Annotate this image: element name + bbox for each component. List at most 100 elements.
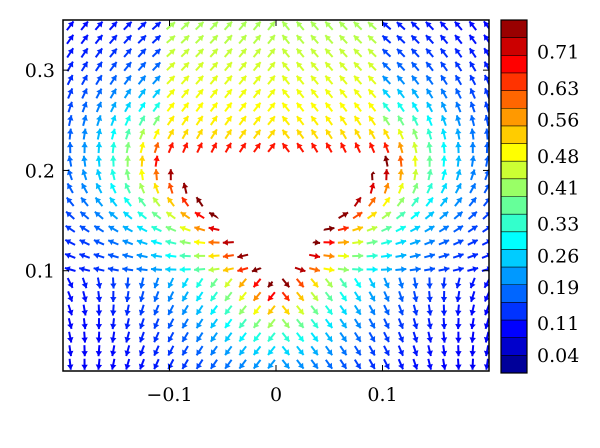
arrow-605 xyxy=(440,290,448,303)
arrow-589 xyxy=(426,155,433,167)
arrow-363 xyxy=(281,61,291,72)
arrow-139 xyxy=(136,239,148,246)
arrow-155 xyxy=(137,21,147,31)
arrow-549 xyxy=(412,345,419,357)
arrow-288 xyxy=(224,115,233,126)
arrow-612 xyxy=(439,196,449,207)
arrow-116 xyxy=(123,196,132,207)
arrow-272 xyxy=(209,61,219,72)
arrow-153 xyxy=(137,48,147,58)
arrow-240 xyxy=(193,239,206,246)
arrow-410 xyxy=(324,291,334,302)
arrow-167 xyxy=(151,211,162,220)
arrow-570 xyxy=(410,61,420,72)
arrow-481 xyxy=(366,225,378,232)
arrow-320 xyxy=(252,291,262,302)
arrow-190 xyxy=(165,252,177,259)
arrow-296 xyxy=(238,359,247,370)
arrow-194 xyxy=(166,196,175,207)
arrow-376 xyxy=(296,129,305,140)
colorbar-band xyxy=(501,302,527,321)
arrow-598 xyxy=(425,34,435,45)
arrow-463 xyxy=(353,115,362,126)
arrow-166 xyxy=(151,225,162,233)
arrow-359 xyxy=(281,115,291,126)
arrow-697 xyxy=(483,101,489,113)
arrow-58 xyxy=(95,277,103,289)
arrow-156 xyxy=(153,358,160,370)
arrow-445 xyxy=(338,48,348,58)
arrow-521 xyxy=(381,21,392,31)
arrow-195 xyxy=(167,182,174,194)
arrow-128 xyxy=(123,34,133,44)
arrow-346 xyxy=(267,61,276,72)
arrow-619 xyxy=(440,101,448,113)
arrow-57 xyxy=(95,290,103,303)
arrow-365 xyxy=(281,34,291,45)
arrow-383 xyxy=(295,34,305,45)
arrow-283 xyxy=(222,266,234,273)
arrow-295 xyxy=(223,21,233,31)
arrow-371 xyxy=(296,305,305,316)
arrow-678 xyxy=(483,358,489,370)
arrow-677 xyxy=(468,20,477,31)
arrow-173 xyxy=(153,128,160,140)
arrow-253 xyxy=(194,21,205,31)
arrow-435 xyxy=(337,239,349,246)
arrow-446 xyxy=(338,34,348,44)
arrow-660 xyxy=(467,252,479,259)
arrow-73 xyxy=(95,74,103,86)
arrow-259 xyxy=(209,291,219,302)
arrow-641 xyxy=(455,155,462,167)
arrow-429 xyxy=(339,318,348,329)
arrow-441 xyxy=(339,101,348,113)
colorbar-band xyxy=(501,355,527,374)
arrow-444 xyxy=(338,61,348,72)
arrow-302 xyxy=(238,278,247,288)
arrow-368 xyxy=(296,345,305,356)
arrow-479 xyxy=(366,252,378,260)
arrow-226 xyxy=(180,75,190,85)
arrow-370 xyxy=(296,318,305,329)
arrow-154 xyxy=(137,34,147,44)
arrow-568 xyxy=(411,88,420,99)
arrow-101 xyxy=(109,47,118,58)
arrow-476 xyxy=(368,291,376,302)
arrow-498 xyxy=(383,331,390,343)
arrow-49 xyxy=(80,47,89,58)
arrow-1 xyxy=(67,345,74,357)
arrow-578 xyxy=(426,304,433,316)
arrow-511 xyxy=(383,155,390,167)
arrow-632 xyxy=(455,277,462,289)
arrow-462 xyxy=(354,128,362,140)
arrow-224 xyxy=(181,101,190,113)
arrow-611 xyxy=(439,210,449,220)
arrow-219 xyxy=(181,196,190,207)
arrow-602 xyxy=(440,331,448,343)
arrow-405 xyxy=(324,359,334,370)
arrow-69 xyxy=(95,128,103,140)
arrow-331 xyxy=(252,34,262,45)
arrow-213 xyxy=(181,277,189,289)
arrow-231 xyxy=(195,359,204,370)
arrow-199 xyxy=(166,115,175,126)
arrow-221 xyxy=(182,142,189,154)
arrow-527 xyxy=(398,290,405,303)
arrow-514 xyxy=(382,115,391,126)
arrow-200 xyxy=(166,102,175,112)
arrow-192 xyxy=(165,225,177,232)
arrow-523 xyxy=(397,345,404,357)
colorbar-tick-label: 0.33 xyxy=(537,214,579,236)
arrow-655 xyxy=(469,318,476,330)
arrow-404 xyxy=(310,20,320,31)
arrow-77 xyxy=(94,20,104,31)
arrow-402 xyxy=(310,48,319,58)
arrow-393 xyxy=(309,252,321,260)
arrow-157 xyxy=(153,345,160,357)
arrow-351 xyxy=(281,345,291,356)
arrow-553 xyxy=(412,290,419,303)
vector-arrows xyxy=(64,20,489,370)
arrow-232 xyxy=(195,345,204,356)
arrow-369 xyxy=(296,332,305,343)
